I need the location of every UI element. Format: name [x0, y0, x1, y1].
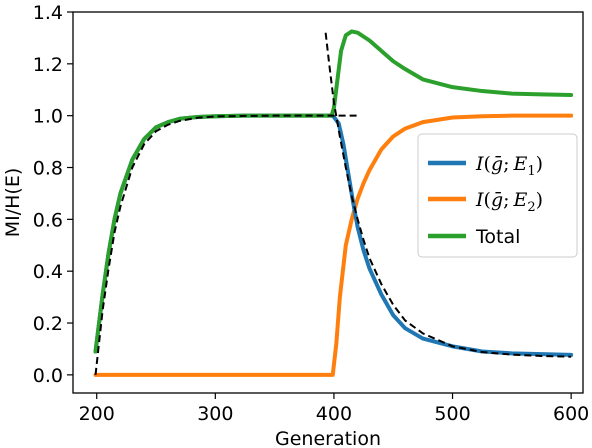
- plot-frame: [72, 11, 584, 394]
- series-line-total: [93, 29, 574, 354]
- legend-label-e2: I(ḡ; E2): [475, 189, 543, 215]
- fit-line-1: [94, 114, 358, 375]
- fit-lines: [94, 32, 572, 375]
- x-tick-label: 300: [197, 403, 233, 425]
- y-tick-label: 0.2: [33, 313, 63, 335]
- fit-line-2: [324, 32, 572, 358]
- legend: I(ḡ; E1) I(ḡ; E2) Total: [417, 133, 578, 258]
- legend-label-total: Total: [475, 226, 520, 248]
- y-tick-label: 0.8: [33, 158, 63, 180]
- y-tick-label: 0.0: [33, 365, 63, 387]
- plot-lines: [93, 29, 574, 377]
- y-tick-label: 0.4: [33, 261, 63, 283]
- y-tick-label: 1.0: [33, 106, 63, 128]
- y-tick-label: 1.4: [33, 2, 63, 24]
- legend-label-e1: I(ḡ; E1): [475, 153, 543, 179]
- x-tick-label: 200: [79, 403, 115, 425]
- x-tick-label: 500: [434, 403, 470, 425]
- x-axis: 200 300 400 500 600: [79, 393, 589, 425]
- y-axis: 0.0 0.2 0.4 0.6 0.8 1.0 1.2 1.4: [33, 2, 73, 387]
- x-tick-label: 600: [553, 403, 589, 425]
- series-line-e2: [93, 113, 574, 377]
- x-tick-label: 400: [316, 403, 352, 425]
- y-axis-label: MI/H(E): [2, 168, 24, 238]
- y-tick-label: 0.6: [33, 209, 63, 231]
- y-tick-label: 1.2: [33, 54, 63, 76]
- x-axis-label: Generation: [275, 428, 381, 448]
